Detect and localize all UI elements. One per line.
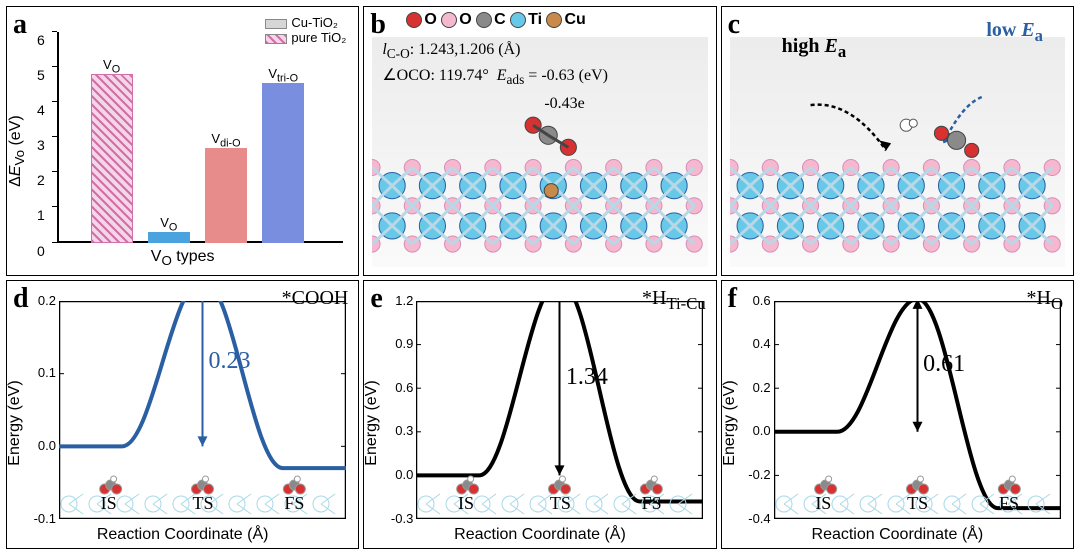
panel-f-xlabel: Reaction Coordinate (Å) [812,526,984,544]
panel-e-xlabel: Reaction Coordinate (Å) [454,526,626,544]
panel-d-xlabel: Reaction Coordinate (Å) [97,526,269,544]
panel-a: a ΔEVo (eV) VO types Cu-TiO₂ pure TiO₂ 0… [6,6,359,276]
energy-profile-f: -0.4-0.20.00.20.40.60.61ISTSFS [774,301,1061,519]
state-TS: TS [193,493,214,514]
panel-e-ylabel: Energy (eV) [363,381,381,466]
panel-a-xlabel: VO types [151,248,215,268]
state-FS: FS [642,493,662,514]
energy-profile-e: -0.30.00.30.60.91.21.34ISTSFS [416,301,703,519]
state-IS: IS [815,493,831,514]
state-TS: TS [907,493,928,514]
panel-a-ylabel: ΔEVo (eV) [7,115,27,187]
panel-d-ylabel: Energy (eV) [6,381,24,466]
panel-f-label: f [728,283,737,315]
structure-c [730,95,1072,266]
bar-0: VO [91,74,133,243]
panel-b: b O O C Ti Cu lC-O: 1.243,1.206 (Å) ∠OCO… [363,6,716,276]
bar-1: VO [148,232,190,243]
panel-f: f *HO Energy (eV) Reaction Coordinate (Å… [721,280,1074,550]
panel-a-label: a [13,9,27,41]
panel-d-label: d [13,283,29,315]
high-ea: high Ea [782,35,846,62]
panel-f-ylabel: Energy (eV) [721,381,739,466]
angle-line: ∠OCO: 119.74° Eads = -0.63 (eV) [382,65,608,88]
state-IS: IS [101,493,117,514]
atom-legend: O O C Ti Cu [406,11,585,29]
state-FS: FS [999,493,1019,514]
panel-e: e *HTi-Cu Energy (eV) Reaction Coordinat… [363,280,716,550]
bar-chart-area: 0123456VOVOVdi-OVtri-O [57,32,343,243]
state-FS: FS [284,493,304,514]
state-IS: IS [458,493,474,514]
bar-2: Vdi-O [205,148,247,243]
barrier-value: 0.61 [923,351,965,378]
low-ea: low Ea [986,19,1043,46]
barrier-value: 1.34 [566,364,608,391]
panel-c: c high Ea low Ea [721,6,1074,276]
lco-line: lC-O: 1.243,1.206 (Å) [382,41,520,62]
lco-sub: C-O [387,46,410,61]
energy-profile-d: -0.10.00.10.20.23ISTSFS [59,301,346,519]
barrier-value: 0.23 [209,348,251,375]
bar-3: Vtri-O [262,83,304,243]
panel-e-label: e [370,283,382,315]
panel-d: d *COOH Energy (eV) Reaction Coordinate … [6,280,359,550]
state-TS: TS [550,493,571,514]
structure-b [372,95,714,266]
